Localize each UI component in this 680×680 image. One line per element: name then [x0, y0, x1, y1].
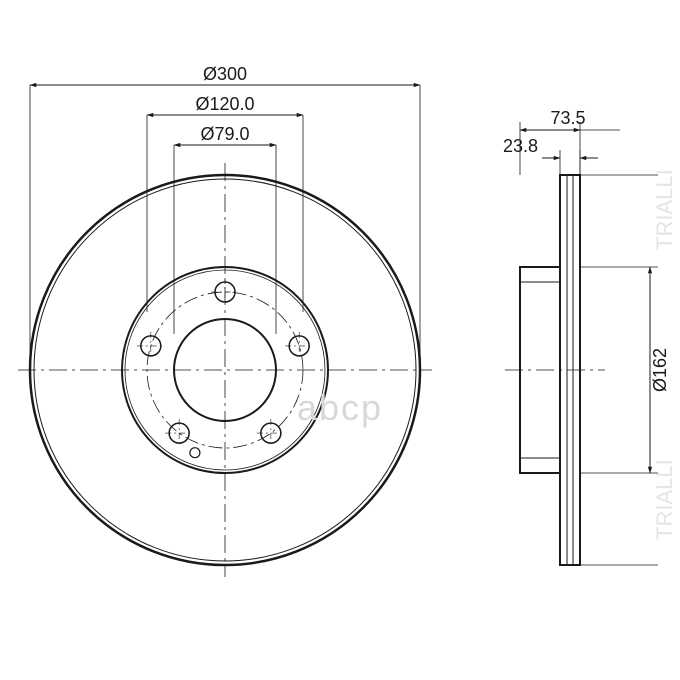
- dimension-label: Ø162: [650, 348, 670, 392]
- watermark-side-2: TRIALLI: [652, 459, 677, 540]
- watermark-side: TRIALLI: [652, 169, 677, 250]
- watermark-main: abcp: [297, 387, 383, 428]
- front-view: [18, 163, 432, 577]
- dimensions: Ø300 Ø120.0 Ø79.0 73.5 23.8 Ø162: [30, 64, 670, 565]
- side-view: [505, 175, 605, 565]
- dimension-label: Ø120.0: [195, 94, 254, 114]
- dimension-label: Ø300: [203, 64, 247, 84]
- dimension-label: 73.5: [550, 108, 585, 128]
- dimension-label: Ø79.0: [200, 124, 249, 144]
- dimension-label: 23.8: [503, 136, 538, 156]
